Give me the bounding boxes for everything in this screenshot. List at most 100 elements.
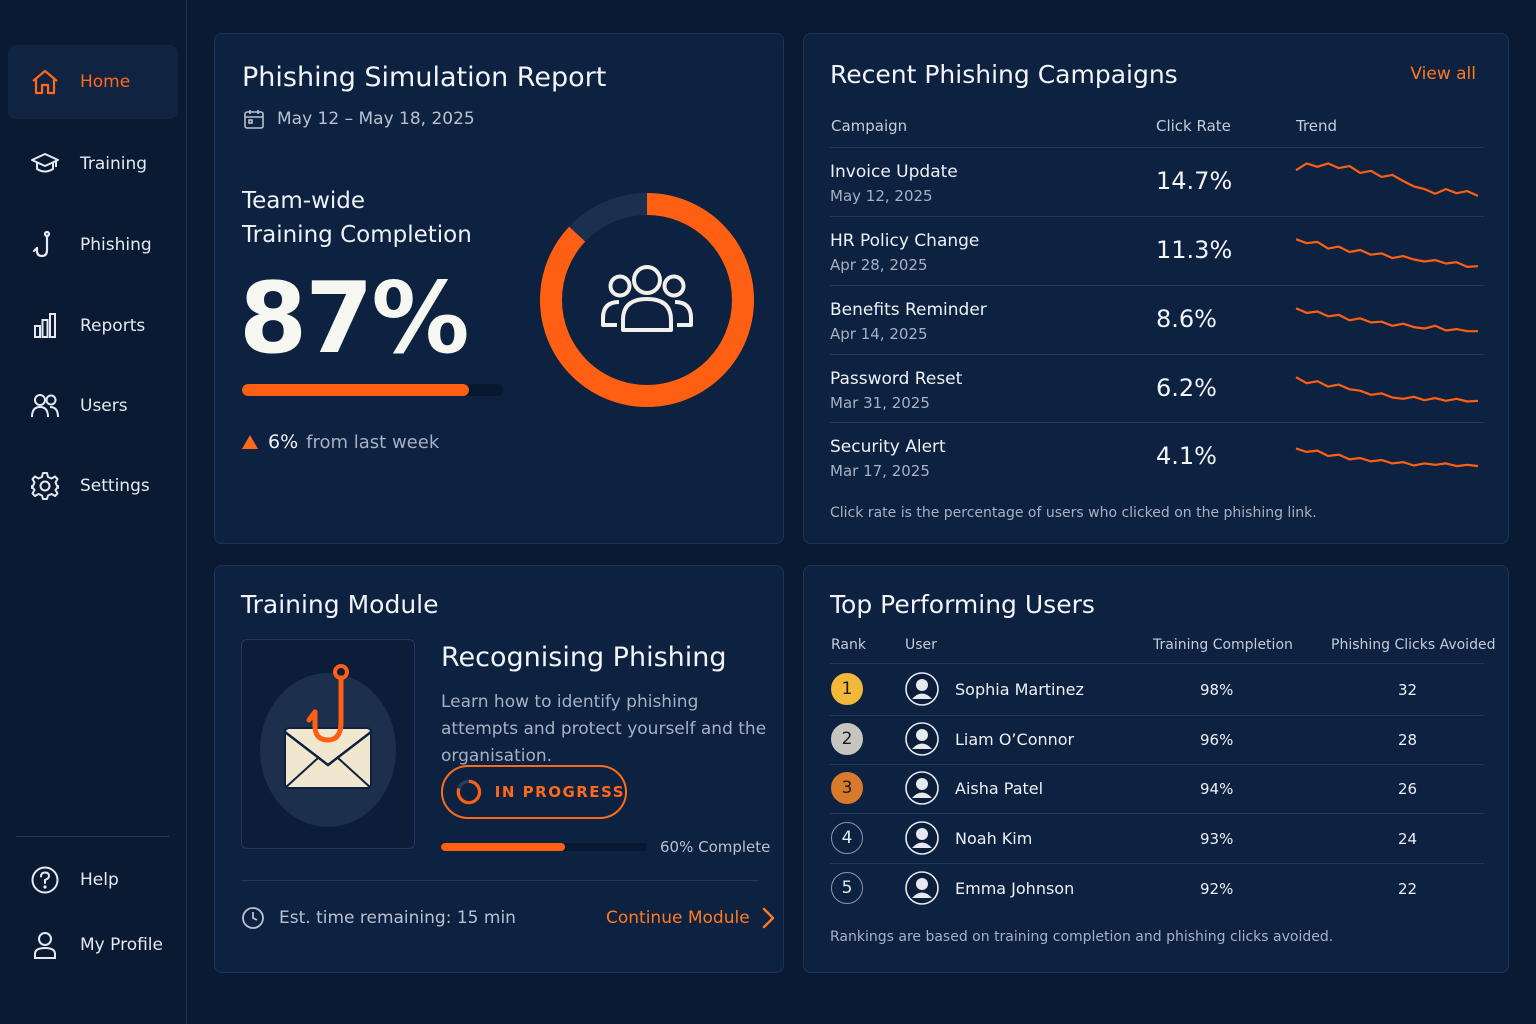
card-title: Phishing Simulation Report [242,62,607,93]
bar-chart-icon [34,313,56,338]
top-users-card: Top Performing Users Rank User Training … [803,565,1509,973]
chevron-right-icon [762,907,774,929]
row-divider [830,813,1484,814]
table-row[interactable]: Security Alert Mar 17, 2025 4.1% [804,422,1508,491]
click-rate: 4.1% [1156,442,1217,470]
envelope-hook-icon [260,664,396,827]
rank-badge: 5 [831,872,863,904]
table-row[interactable]: 2 Liam O’Connor 96% 28 [804,715,1508,765]
table-row[interactable]: 4 Noah Kim 93% 24 [804,814,1508,864]
calendar-icon [244,110,264,129]
donut-arc [540,193,754,407]
sidebar-item-settings[interactable]: Settings [8,449,178,523]
row-divider [830,216,1484,217]
avatar [905,771,939,805]
campaign-name: Security Alert [830,437,946,457]
user-name: Emma Johnson [955,879,1075,898]
header-divider [830,147,1484,148]
table-row[interactable]: HR Policy Change Apr 28, 2025 11.3% [804,216,1508,286]
users-icon [31,394,59,418]
rank-badge: 1 [831,673,863,705]
campaign-name: HR Policy Change [830,231,980,251]
campaign-date: Apr 14, 2025 [830,325,928,343]
sidebar: Home Training Phishing Reports Users Set… [0,0,187,1024]
delta-value: 6% [268,431,299,453]
trend-sparkline [1295,447,1479,468]
sidebar-item-label: My Profile [80,935,163,955]
sidebar-item-label: Settings [80,476,150,496]
completion-label: Team-wide Training Completion [242,184,472,252]
sidebar-item-phishing[interactable]: Phishing [8,208,178,282]
row-divider [830,422,1484,423]
sidebar-item-label: Training [80,154,148,174]
trend-sparkline [1295,376,1479,403]
campaign-date: May 12, 2025 [830,187,933,205]
column-header-completion: Training Completion [1153,637,1293,653]
module-name: Recognising Phishing [441,642,727,673]
click-rate-footnote: Click rate is the percentage of users wh… [830,505,1317,521]
table-row[interactable]: Password Reset Mar 31, 2025 6.2% [804,354,1508,423]
simulation-report-card: Phishing Simulation Report May 12 – May … [214,33,784,544]
card-title: Recent Phishing Campaigns [830,60,1178,89]
rank-badge: 3 [831,772,863,804]
sidebar-item-label: Phishing [80,235,152,255]
sidebar-item-label: Home [80,72,131,92]
table-row[interactable]: 1 Sophia Martinez 98% 32 [804,665,1508,716]
card-title: Top Performing Users [830,590,1095,619]
training-completion: 98% [1200,681,1234,699]
row-divider [830,715,1484,716]
clicks-avoided: 24 [1398,830,1418,848]
clicks-avoided: 22 [1398,880,1418,898]
sidebar-item-help[interactable]: Help [8,843,178,917]
user-icon [34,932,56,959]
graduation-cap-icon [31,153,59,173]
delta-text: from last week [306,431,440,453]
sidebar-item-reports[interactable]: Reports [8,289,178,363]
gear-icon [31,472,59,500]
column-header-trend: Trend [1296,117,1338,135]
card-title: Training Module [241,590,439,619]
row-divider [830,285,1484,286]
training-completion: 94% [1200,780,1234,798]
completion-donut [540,193,754,407]
column-header-avoided: Phishing Clicks Avoided [1331,637,1496,653]
campaign-date: Mar 17, 2025 [830,462,930,480]
module-illustration [241,639,415,849]
sidebar-item-label: Users [80,396,128,416]
sidebar-item-my-profile[interactable]: My Profile [8,908,178,982]
sidebar-item-home[interactable]: Home [8,45,178,119]
column-header-rank: Rank [831,637,866,653]
table-row[interactable]: 3 Aisha Patel 94% 26 [804,764,1508,814]
training-completion: 93% [1200,830,1234,848]
users-group-icon [601,265,693,332]
status-in-progress-button[interactable]: IN PROGRESS [441,765,627,819]
sidebar-item-training[interactable]: Training [8,127,178,201]
user-name: Liam O’Connor [955,730,1075,749]
table-row[interactable]: Benefits Reminder Apr 14, 2025 8.6% [804,285,1508,355]
sidebar-item-users[interactable]: Users [8,369,178,443]
help-icon [31,866,59,894]
home-icon [32,69,58,95]
recent-campaigns-card: Recent Phishing Campaigns View all Campa… [803,33,1509,544]
rank-badge: 2 [831,723,863,755]
continue-module-button[interactable]: Continue Module [606,906,778,930]
avatar [905,821,939,855]
column-header-user: User [905,637,937,653]
training-completion: 96% [1200,731,1234,749]
view-all-link[interactable]: View all [1410,64,1476,84]
module-progress-fill [441,843,565,851]
trend-sparkline [1295,307,1478,333]
completion-percent: 87% [239,262,470,376]
user-name: Aisha Patel [955,779,1044,798]
completion-label-line2: Training Completion [242,222,472,248]
rank-badge: 4 [831,822,863,854]
campaign-name: Password Reset [830,369,963,389]
table-row[interactable]: 5 Emma Johnson 92% 22 [804,864,1508,914]
completion-progress-bar [242,384,503,396]
click-rate: 8.6% [1156,305,1217,333]
click-rate: 6.2% [1156,374,1217,402]
training-module-card: Training Module Recognising Phishing Lea… [214,565,784,973]
fish-hook-icon [32,230,51,258]
trend-sparkline [1295,238,1479,269]
table-row[interactable]: Invoice Update May 12, 2025 14.7% [804,147,1508,217]
